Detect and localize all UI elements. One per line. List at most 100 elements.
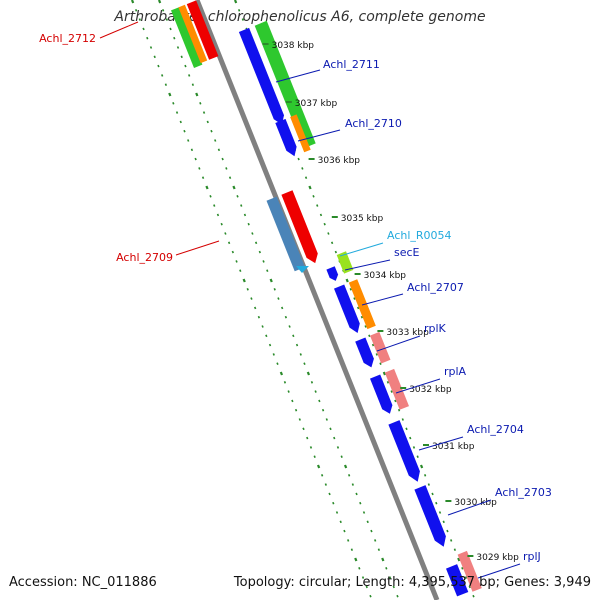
gene-label-achl-2712[interactable]: Achl_2712 — [39, 32, 96, 45]
guide-dot — [288, 325, 291, 328]
guide-dot — [306, 371, 311, 376]
rna-block-achl-r0054[interactable] — [296, 266, 309, 273]
guide-dot — [161, 74, 164, 77]
gene-block-rplJ-cds[interactable] — [457, 550, 482, 592]
gene-block-secE[interactable] — [326, 266, 339, 281]
guide-dot — [298, 418, 301, 421]
guide-dot — [242, 278, 246, 283]
guide-dot — [397, 408, 401, 412]
guide-dot — [461, 567, 464, 570]
guide-dot — [130, 0, 135, 4]
gene-label-achl-2704[interactable]: Achl_2704 — [467, 423, 524, 436]
leader-line-rplj — [477, 563, 521, 579]
gene-label-rpla[interactable]: rplA — [444, 365, 467, 378]
gene-block-achl-2703[interactable] — [414, 485, 446, 547]
leader-line-rplk — [376, 335, 421, 352]
guide-dot — [176, 46, 180, 49]
gene-features[interactable] — [171, 0, 482, 597]
guide-dot — [375, 353, 378, 356]
guide-dot — [328, 492, 331, 496]
gene-label-rplj[interactable]: rplJ — [523, 550, 541, 563]
guide-dot — [231, 250, 234, 254]
leader-line-achl-2707 — [361, 293, 404, 306]
guide-dot — [353, 297, 356, 300]
kbp-label: 3030 kbp — [454, 498, 497, 508]
guide-dot — [236, 195, 239, 198]
guide-dot — [169, 27, 172, 31]
guide-dot — [464, 576, 468, 579]
guide-dot — [327, 232, 330, 235]
gene-block-achl-2707-cds[interactable] — [348, 279, 376, 330]
leader-line-achl-r0054 — [339, 242, 384, 257]
guide-dot — [457, 557, 461, 562]
gene-block-rplA[interactable] — [370, 374, 393, 414]
gene-label-achl-2709[interactable]: Achl_2709 — [116, 251, 173, 264]
guide-dot — [354, 557, 358, 562]
guide-dot — [306, 436, 309, 440]
kbp-scale: 3038 kbp 3037 kbp 3036 kbp 3035 kbp 3034 kbp… — [262, 41, 519, 563]
gene-label-achl-2711[interactable]: Achl_2711 — [323, 58, 380, 71]
kbp-label: 3033 kbp — [386, 328, 429, 338]
guide-dot — [246, 288, 249, 291]
gene-label-sece[interactable]: secE — [394, 246, 420, 259]
guide-dot — [254, 241, 258, 245]
gene-block-achl-2707[interactable] — [334, 284, 360, 334]
gene-label-rplk[interactable]: rplK — [424, 322, 447, 335]
guide-dot — [265, 334, 268, 338]
gene-label-achl-2710[interactable]: Achl_2710 — [345, 117, 402, 130]
gene-block-achl-2710[interactable] — [275, 118, 297, 157]
gene-block-achl-2710-cds[interactable] — [290, 114, 311, 153]
genome-backbone — [194, 0, 440, 600]
guide-dot — [240, 204, 243, 207]
guide-dot — [390, 390, 393, 393]
guide-dot — [321, 408, 325, 412]
gene-block-achl-2709-red[interactable] — [281, 190, 318, 264]
gene-block-achl-2704[interactable] — [388, 420, 420, 482]
guide-dot — [370, 529, 373, 533]
guide-dot — [368, 334, 371, 338]
gene-label-achl-2707[interactable]: Achl_2707 — [407, 281, 464, 294]
gene-block-achl-2712-green[interactable] — [171, 7, 203, 69]
guide-dot — [366, 520, 369, 524]
genome-summary-text: Topology: circular; Length: 4,395,537 bp… — [233, 575, 591, 590]
guide-dot — [303, 362, 306, 365]
gene-block-rplA-cds[interactable] — [384, 368, 409, 410]
gene-block-rplK-cds[interactable] — [370, 331, 391, 364]
gene-label-achl-2703[interactable]: Achl_2703 — [495, 486, 552, 499]
guide-dot — [157, 64, 160, 68]
guide-dot — [209, 195, 212, 198]
gene-label-achl-r0054[interactable]: Achl_R0054 — [387, 229, 452, 242]
gene-block-achl-2712-orange[interactable] — [178, 4, 208, 64]
gene-block-rplK[interactable] — [355, 337, 374, 368]
guide-dot — [281, 306, 284, 310]
gene-block-achl-2711-cds[interactable] — [254, 20, 316, 149]
guide-dot — [161, 9, 165, 12]
guide-dot — [374, 539, 377, 542]
guide-dot — [401, 418, 404, 421]
guide-dot — [313, 455, 316, 458]
guide-dot — [210, 129, 213, 133]
guide-dot — [180, 55, 183, 59]
kbp-label: 3034 kbp — [364, 271, 407, 281]
guide-dot — [308, 185, 312, 190]
guide-dot — [250, 297, 253, 300]
gene-labels[interactable]: Achl_2712 Achl_2711 Achl_2710 Achl_2709 Achl… — [39, 21, 552, 579]
guide-dot — [318, 399, 321, 403]
guide-dot — [179, 120, 182, 124]
guide-dot — [225, 167, 228, 170]
gene-block-achl-2711[interactable] — [238, 27, 284, 125]
guide-dot — [442, 520, 445, 524]
gene-block-achl-2712-red[interactable] — [186, 0, 219, 60]
gene-block-secE-cds[interactable] — [336, 251, 354, 274]
gene-block-rplJ[interactable] — [446, 564, 469, 597]
guide-dot — [416, 455, 419, 458]
gene-block-achl-2709-blue[interactable] — [266, 196, 306, 272]
guide-dot — [235, 260, 238, 263]
guide-dot — [385, 567, 388, 570]
guide-dot — [329, 427, 332, 431]
guide-dot — [364, 325, 367, 328]
guide-dot — [287, 390, 290, 393]
guide-dot — [241, 18, 244, 21]
leader-line-achl-2704 — [418, 436, 464, 451]
